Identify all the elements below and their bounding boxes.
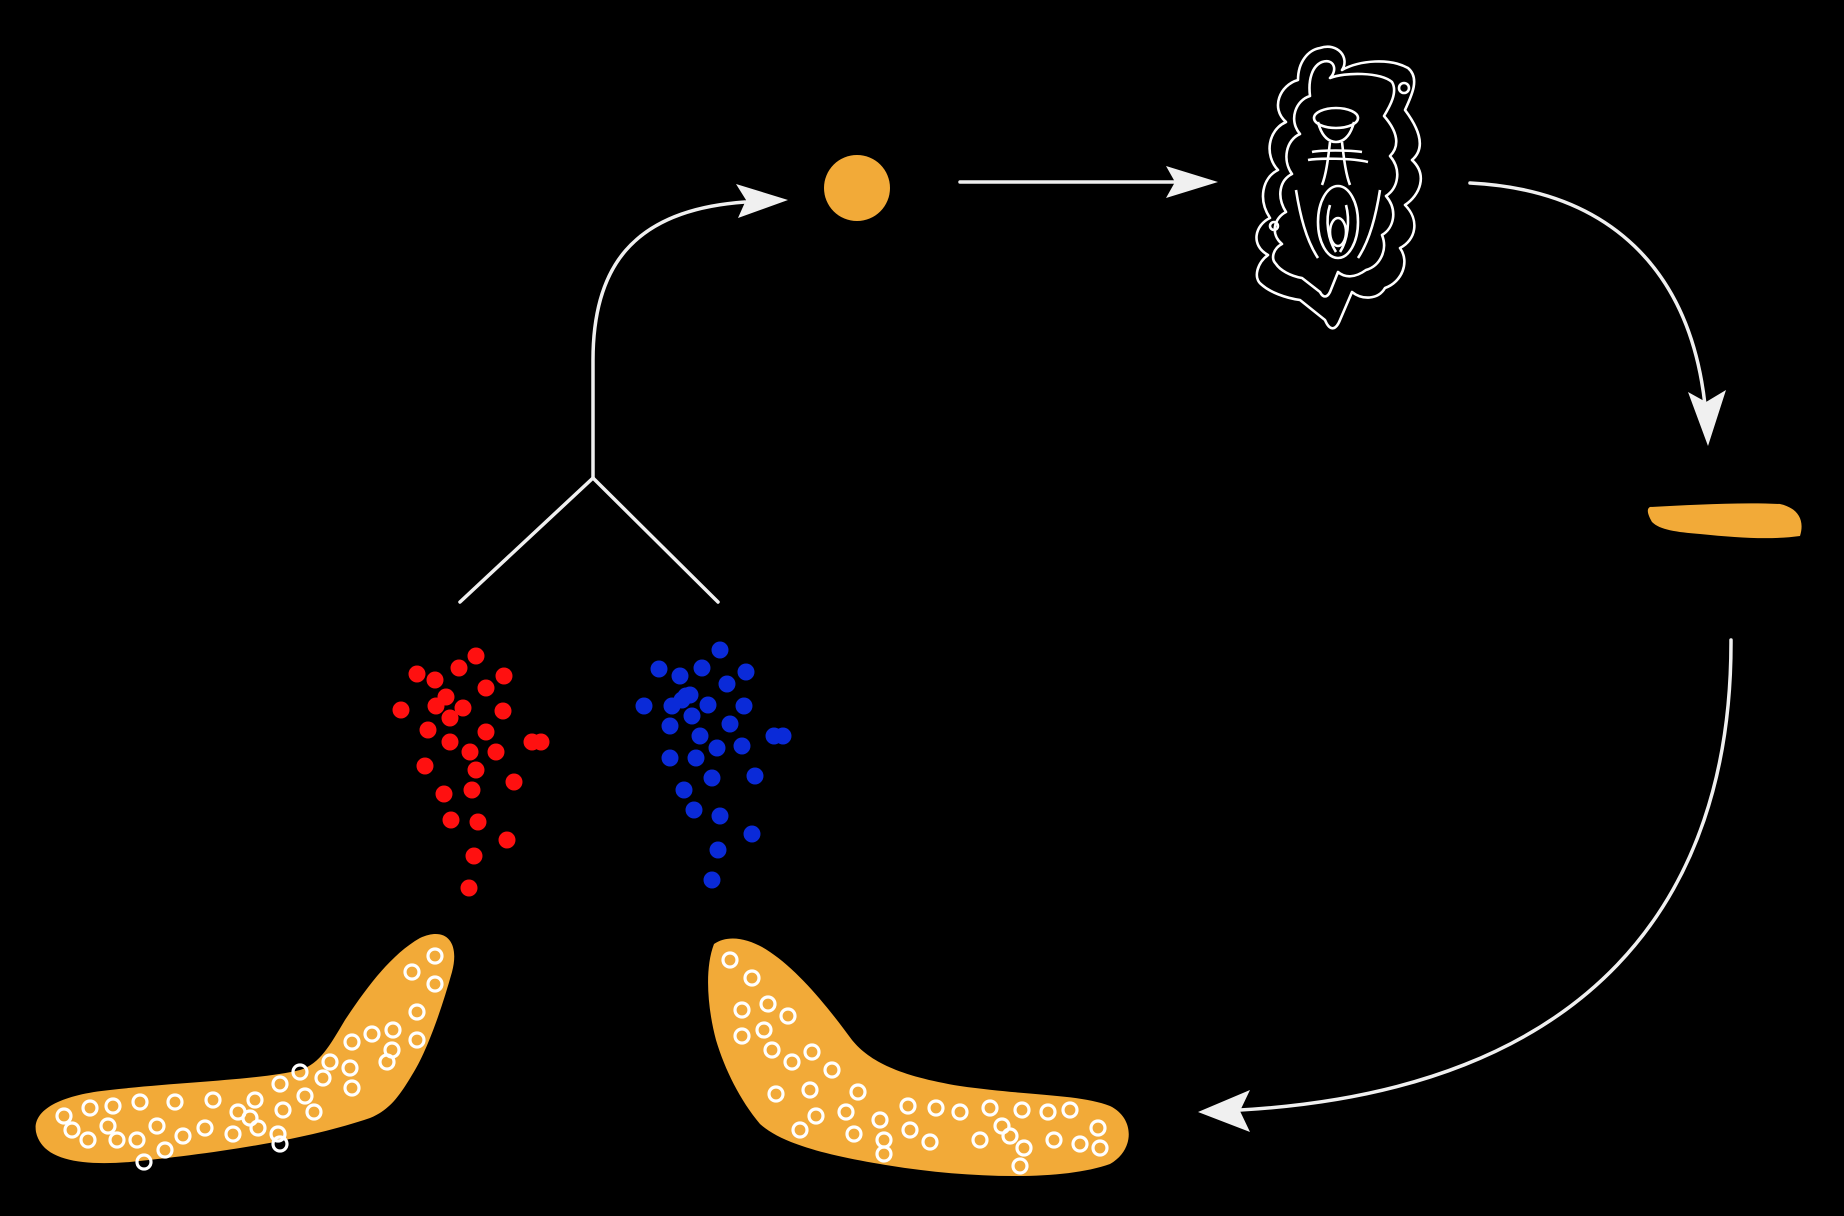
embryo-outline-icon [1255, 45, 1423, 330]
right-worm-dots [721, 951, 1109, 1175]
cycle-arrows [458, 166, 1733, 1132]
arrow-gametes-to-zygote [458, 184, 788, 604]
red-gamete-cluster [392, 647, 550, 897]
arrow-embryo-to-larva [1468, 181, 1726, 446]
orange-cell-icon [824, 155, 890, 221]
arrow-larva-to-adult [1198, 638, 1733, 1132]
arrow-zygote-to-embryo [958, 166, 1218, 198]
left-worm-dots [55, 947, 444, 1171]
blue-gamete-cluster [635, 641, 792, 889]
flat-larva-icon [1647, 503, 1802, 539]
worm-body-icon [35, 933, 455, 1164]
